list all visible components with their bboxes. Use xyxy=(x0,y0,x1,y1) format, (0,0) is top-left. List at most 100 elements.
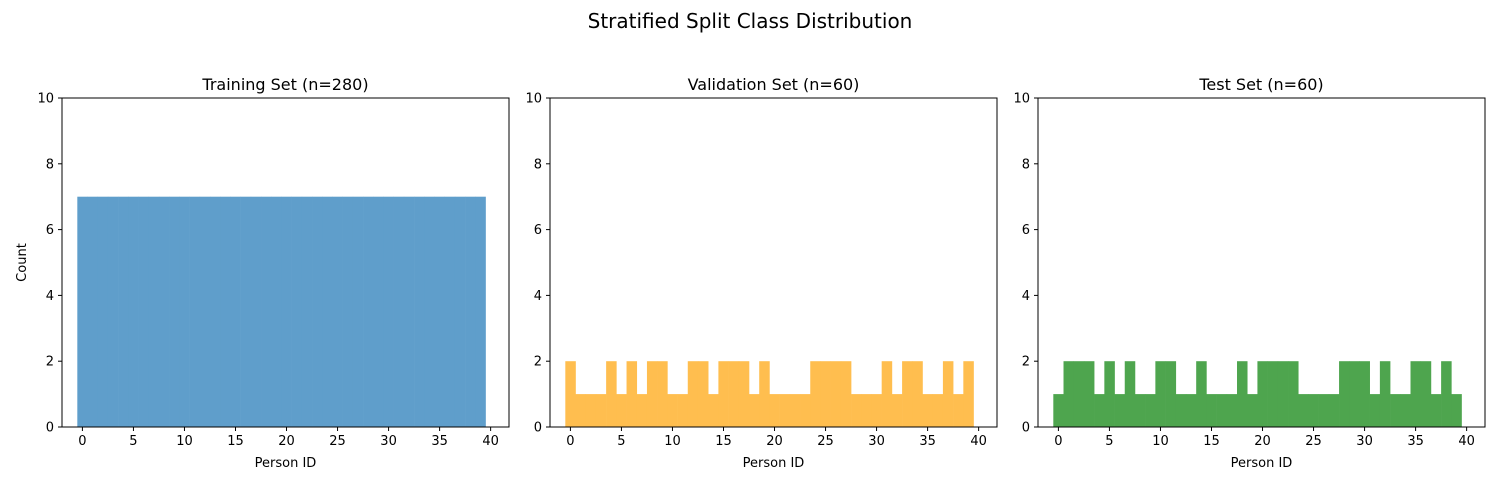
bar-person-20 xyxy=(1257,361,1268,427)
axes-frame xyxy=(549,97,998,428)
x-axis-label: Person ID xyxy=(255,456,317,471)
x-tick-label: 25 xyxy=(1305,434,1322,449)
bar-person-18 xyxy=(261,196,272,427)
bar-person-38 xyxy=(465,196,476,427)
y-tick-label: 6 xyxy=(46,223,54,238)
bar-person-39 xyxy=(475,196,486,427)
bar-person-5 xyxy=(128,196,139,427)
bar-person-20 xyxy=(769,394,780,427)
chart-panel-2: 0 5 10 15 20 25 30 35 40 0 2 4 6 8 10 Test Set (n=60) Pe… xyxy=(1013,75,1486,471)
bar-person-31 xyxy=(1369,394,1381,427)
bar-person-6 xyxy=(1114,394,1126,427)
bar-person-2 xyxy=(97,196,109,427)
bar-person-32 xyxy=(891,394,903,427)
x-tick-label: 15 xyxy=(227,434,244,449)
panel-title: Validation Set (n=60) xyxy=(688,75,860,94)
bar-person-11 xyxy=(189,196,201,427)
x-axis-label: Person ID xyxy=(1231,456,1293,471)
bar-person-12 xyxy=(1175,394,1187,427)
x-tick-label: 15 xyxy=(1203,434,1220,449)
bar-person-31 xyxy=(393,196,405,427)
x-tick-label: 40 xyxy=(482,434,499,449)
bar-person-33 xyxy=(1390,394,1401,427)
x-tick-label: 0 xyxy=(78,434,86,449)
axes-frame xyxy=(1037,97,1486,428)
bar-person-22 xyxy=(301,196,313,427)
bar-person-0 xyxy=(1053,394,1064,427)
bar-person-25 xyxy=(332,196,343,427)
bar-person-7 xyxy=(1124,361,1136,427)
x-tick-label: 25 xyxy=(329,434,346,449)
bar-person-24 xyxy=(1298,394,1309,427)
bar-person-14 xyxy=(220,196,231,427)
y-tick-label: 8 xyxy=(46,157,54,172)
bar-person-21 xyxy=(1267,361,1279,427)
x-tick-label: 35 xyxy=(1407,434,1424,449)
bar-person-0 xyxy=(77,196,88,427)
x-tick-label: 40 xyxy=(1458,434,1475,449)
bar-person-16 xyxy=(1216,394,1228,427)
x-tick-label: 30 xyxy=(1356,434,1373,449)
bar-person-16 xyxy=(728,361,740,427)
bar-person-19 xyxy=(271,196,282,427)
bar-person-2 xyxy=(1073,361,1085,427)
bar-person-30 xyxy=(383,196,394,427)
x-tick-label: 0 xyxy=(1054,434,1062,449)
bar-person-16 xyxy=(240,196,252,427)
bar-person-30 xyxy=(871,394,882,427)
panel-title: Training Set (n=280) xyxy=(201,75,368,94)
bar-person-19 xyxy=(759,361,770,427)
bar-person-17 xyxy=(250,196,262,427)
bar-person-33 xyxy=(902,361,913,427)
bar-person-25 xyxy=(1308,394,1319,427)
x-tick-label: 5 xyxy=(1105,434,1113,449)
bar-person-1 xyxy=(1063,361,1075,427)
bar-person-15 xyxy=(718,361,729,427)
bar-person-27 xyxy=(352,196,364,427)
y-tick-label: 2 xyxy=(534,355,542,370)
bar-person-17 xyxy=(1226,394,1238,427)
y-tick-label: 0 xyxy=(1022,421,1030,436)
bar-person-4 xyxy=(1094,394,1105,427)
bar-person-9 xyxy=(1145,394,1156,427)
bar-person-24 xyxy=(322,196,333,427)
bar-person-3 xyxy=(1083,361,1095,427)
bar-person-3 xyxy=(595,394,607,427)
bar-person-27 xyxy=(1328,394,1340,427)
bar-person-38 xyxy=(953,394,964,427)
y-tick-label: 10 xyxy=(525,92,542,107)
bar-person-18 xyxy=(749,394,760,427)
bar-person-37 xyxy=(1430,394,1442,427)
bar-person-7 xyxy=(636,394,648,427)
bar-person-36 xyxy=(1420,361,1432,427)
bar-person-4 xyxy=(606,361,617,427)
bar-person-0 xyxy=(565,361,576,427)
x-tick-label: 10 xyxy=(1152,434,1169,449)
y-tick-label: 0 xyxy=(534,421,542,436)
bar-person-17 xyxy=(738,361,750,427)
x-tick-label: 40 xyxy=(970,434,987,449)
bar-person-32 xyxy=(1379,361,1391,427)
bar-person-10 xyxy=(179,196,190,427)
bar-person-11 xyxy=(1165,361,1177,427)
x-tick-label: 25 xyxy=(817,434,834,449)
chart-panel-0: 0 5 10 15 20 25 30 35 40 0 2 4 6 8 10 Training Set (n=2… xyxy=(15,75,510,471)
bar-person-18 xyxy=(1237,361,1248,427)
bar-person-10 xyxy=(1155,361,1166,427)
x-tick-label: 10 xyxy=(664,434,681,449)
bar-person-35 xyxy=(1410,361,1422,427)
y-tick-label: 4 xyxy=(46,289,54,304)
bar-person-8 xyxy=(646,361,658,427)
x-tick-label: 30 xyxy=(380,434,397,449)
bar-person-6 xyxy=(626,361,638,427)
x-tick-label: 20 xyxy=(766,434,783,449)
bars-group xyxy=(1053,361,1462,427)
bar-person-1 xyxy=(575,394,587,427)
x-tick-label: 35 xyxy=(431,434,448,449)
bar-person-33 xyxy=(414,196,425,427)
bars-group xyxy=(77,196,486,427)
bar-person-23 xyxy=(1288,361,1299,427)
bar-person-2 xyxy=(585,394,597,427)
bar-person-35 xyxy=(434,196,446,427)
bar-person-30 xyxy=(1359,361,1370,427)
